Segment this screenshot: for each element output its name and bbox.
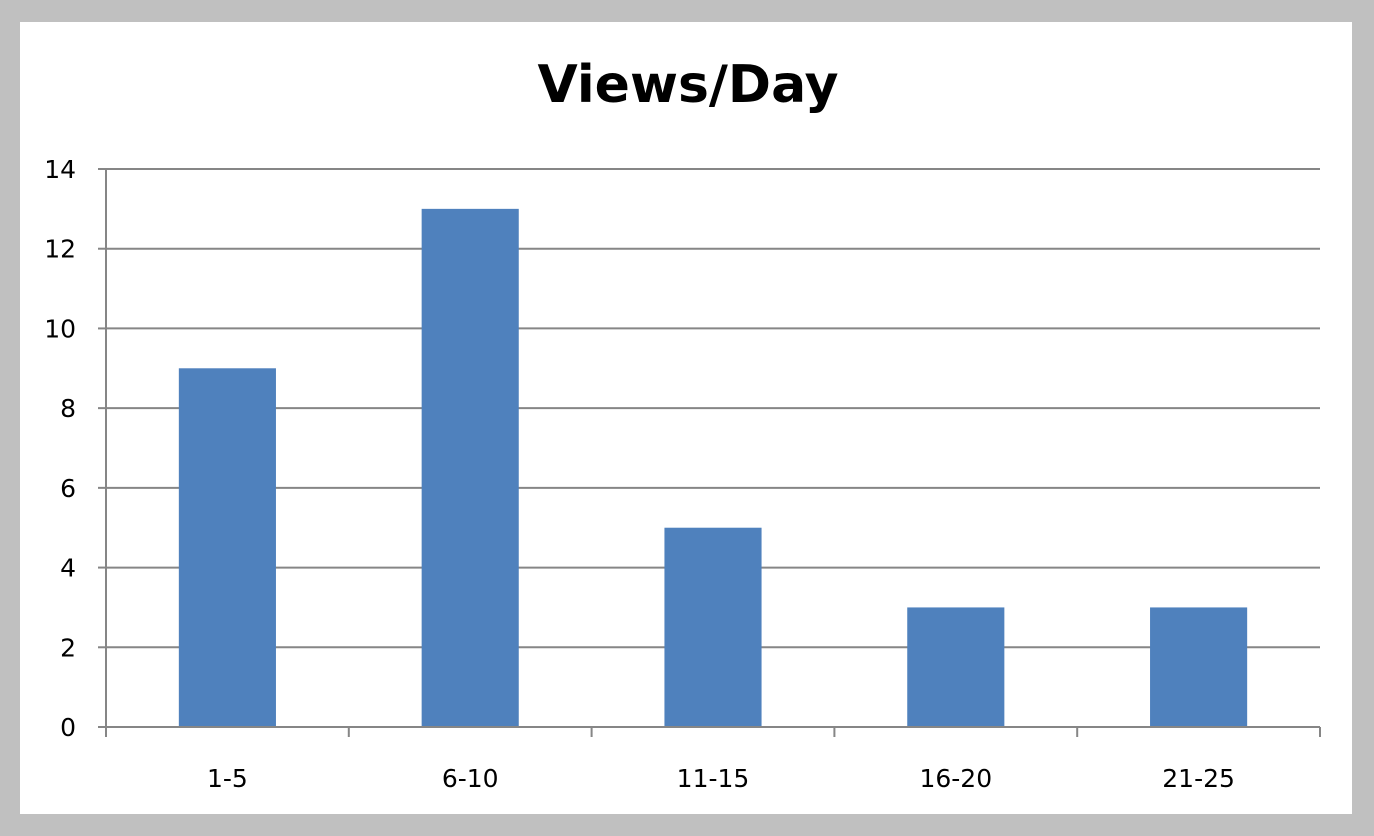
y-tick-label: 12	[44, 235, 76, 264]
y-tick-label: 2	[60, 633, 76, 662]
chart-title: Views/Day	[538, 55, 839, 115]
x-tick-label: 11-15	[677, 764, 750, 793]
gridlines	[106, 168, 1320, 649]
x-tick-label: 21-25	[1162, 764, 1235, 793]
bar-1-5	[178, 368, 276, 727]
y-tick-label: 14	[44, 155, 76, 184]
bar-21-25	[1150, 607, 1248, 727]
y-tick-label: 0	[60, 713, 76, 742]
chart-area: Views/Day 0 2 4 6 8 10 12 14 1-5 6-10 11-15 16-20 2…	[20, 22, 1352, 814]
bar-11-15	[664, 527, 762, 727]
y-tick-labels: 0 2 4 6 8 10 12 14	[44, 155, 76, 742]
bar-6-10	[421, 208, 519, 727]
y-tick-label: 10	[44, 314, 76, 343]
bar-16-20	[907, 607, 1005, 727]
y-tick-label: 4	[60, 554, 76, 583]
x-tick-label: 16-20	[919, 764, 992, 793]
y-tick-label: 8	[60, 394, 76, 423]
x-tick-label: 1-5	[207, 764, 248, 793]
axes	[98, 168, 1321, 737]
x-tick-label: 6-10	[442, 764, 499, 793]
y-tick-label: 6	[60, 474, 76, 503]
x-tick-labels: 1-5 6-10 11-15 16-20 21-25	[207, 764, 1235, 793]
chart-svg: Views/Day 0 2 4 6 8 10 12 14 1-5 6-10 11-15 16-20 2…	[44, 55, 1321, 793]
bars	[178, 208, 1248, 727]
